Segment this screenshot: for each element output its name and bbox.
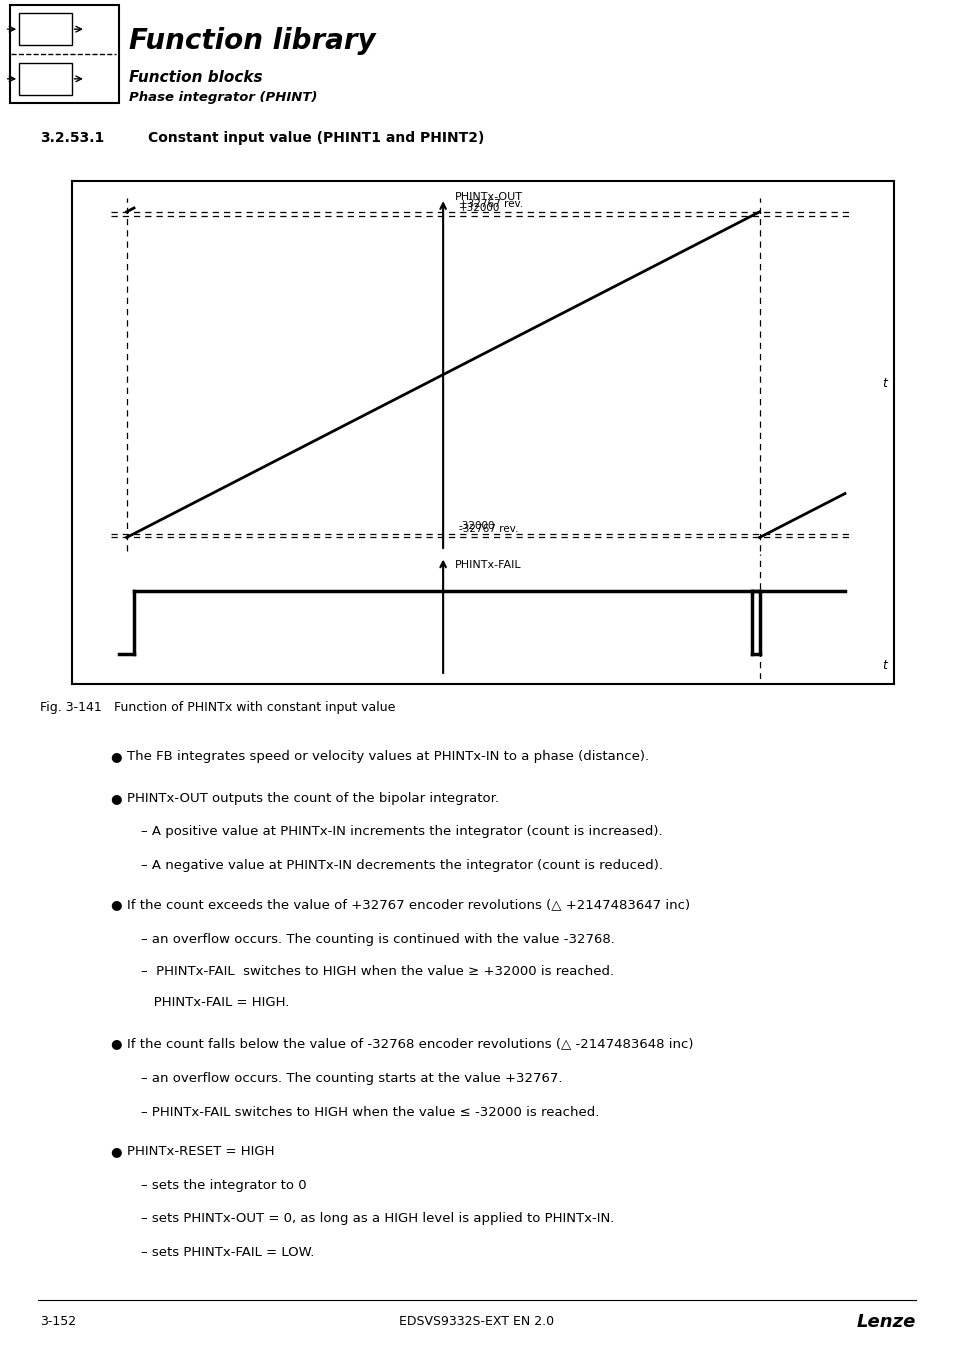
Text: Function library: Function library [129, 27, 375, 55]
Text: If the count falls below the value of -32768 encoder revolutions (△ -2147483648 : If the count falls below the value of -3… [127, 1037, 693, 1050]
Text: – sets PHINTx-FAIL = LOW.: – sets PHINTx-FAIL = LOW. [141, 1246, 314, 1258]
Text: – A positive value at PHINTx-IN increments the integrator (count is increased).: – A positive value at PHINTx-IN incremen… [141, 825, 662, 838]
Text: ●: ● [111, 1145, 122, 1158]
Text: – an overflow occurs. The counting is continued with the value -32768.: – an overflow occurs. The counting is co… [141, 933, 615, 946]
Text: If the count exceeds the value of +32767 encoder revolutions (△ +2147483647 inc): If the count exceeds the value of +32767… [127, 898, 689, 911]
Text: +32000: +32000 [458, 202, 499, 213]
Text: Function blocks: Function blocks [129, 70, 262, 85]
Text: EDSVS9332S-EXT EN 2.0: EDSVS9332S-EXT EN 2.0 [399, 1315, 554, 1328]
Bar [10, 5, 119, 103]
Text: PHINTx-FAIL: PHINTx-FAIL [455, 560, 520, 570]
Text: 3.2.53.1: 3.2.53.1 [40, 131, 104, 146]
Text: ●: ● [111, 791, 122, 805]
Text: – an overflow occurs. The counting starts at the value +32767.: – an overflow occurs. The counting start… [141, 1072, 562, 1085]
Text: The FB integrates speed or velocity values at PHINTx-IN to a phase (distance).: The FB integrates speed or velocity valu… [127, 749, 648, 763]
Text: Lenze: Lenze [856, 1312, 915, 1331]
Text: – PHINTx-FAIL switches to HIGH when the value ≤ -32000 is reached.: – PHINTx-FAIL switches to HIGH when the … [141, 1106, 598, 1119]
Bar [19, 62, 71, 95]
Text: Function of PHINTx with constant input value: Function of PHINTx with constant input v… [114, 701, 395, 714]
Text: – sets the integrator to 0: – sets the integrator to 0 [141, 1180, 307, 1192]
Text: PHINTx-FAIL = HIGH.: PHINTx-FAIL = HIGH. [141, 996, 290, 1010]
Text: PHINTx-OUT outputs the count of the bipolar integrator.: PHINTx-OUT outputs the count of the bipo… [127, 791, 498, 805]
Text: –  PHINTx-FAIL  switches to HIGH when the value ≥ +32000 is reached.: – PHINTx-FAIL switches to HIGH when the … [141, 965, 614, 979]
Text: – sets PHINTx-OUT = 0, as long as a HIGH level is applied to PHINTx-IN.: – sets PHINTx-OUT = 0, as long as a HIGH… [141, 1212, 614, 1224]
Text: ●: ● [111, 1037, 122, 1050]
Text: -32767 rev.: -32767 rev. [458, 524, 517, 535]
Text: Constant input value (PHINT1 and PHINT2): Constant input value (PHINT1 and PHINT2) [148, 131, 484, 146]
Text: – A negative value at PHINTx-IN decrements the integrator (count is reduced).: – A negative value at PHINTx-IN decremen… [141, 859, 662, 872]
Text: ●: ● [111, 749, 122, 763]
Text: ●: ● [111, 898, 122, 911]
Text: -32000: -32000 [458, 521, 495, 531]
Text: 3-152: 3-152 [40, 1315, 76, 1328]
Bar [19, 14, 71, 46]
Text: Fig. 3-141: Fig. 3-141 [40, 701, 102, 714]
Text: t: t [882, 377, 886, 390]
Text: t: t [882, 659, 886, 672]
Text: PHINTx-OUT: PHINTx-OUT [455, 192, 522, 201]
Text: Phase integrator (PHINT): Phase integrator (PHINT) [129, 90, 316, 104]
Text: +32767 rev.: +32767 rev. [458, 198, 522, 209]
Text: PHINTx-RESET = HIGH: PHINTx-RESET = HIGH [127, 1145, 274, 1158]
